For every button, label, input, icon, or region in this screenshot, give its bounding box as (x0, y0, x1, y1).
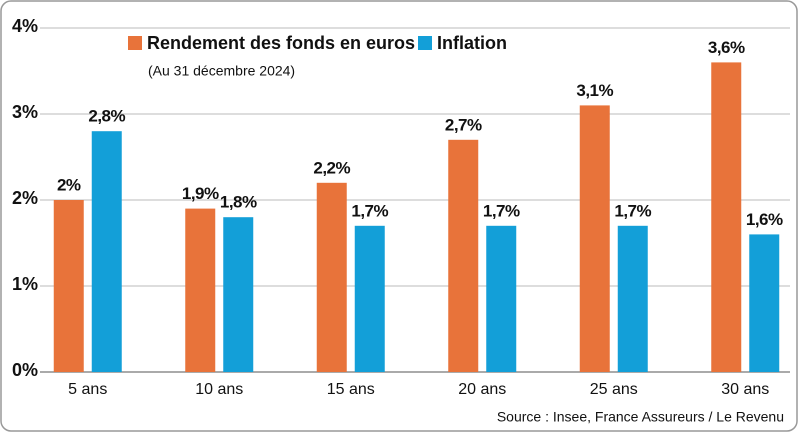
source: Source : Insee, France Assureurs / Le Re… (497, 409, 784, 425)
bar (617, 225, 648, 372)
x-tick-label: 20 ans (458, 381, 506, 398)
y-tick-label: 3% (12, 102, 38, 122)
x-tick-label: 5 ans (68, 381, 107, 398)
y-tick-label: 2% (12, 188, 38, 208)
x-tick-label: 15 ans (327, 381, 375, 398)
value-label: 3,1% (576, 81, 613, 100)
chart-subtitle: (Au 31 décembre 2024) (148, 63, 295, 79)
value-label: 1,7% (351, 201, 388, 220)
bar (486, 225, 517, 372)
bar (448, 139, 479, 372)
x-tick-label: 10 ans (195, 381, 243, 398)
legend-swatch (128, 36, 142, 50)
value-label: 3,6% (708, 38, 745, 57)
value-label: 2,8% (88, 107, 125, 126)
bar (185, 208, 216, 372)
bar (223, 217, 254, 372)
y-tick-label: 1% (12, 274, 38, 294)
y-tick-label: 4% (12, 16, 38, 36)
bar (354, 225, 385, 372)
value-label: 2% (57, 175, 81, 194)
y-tick-label: 0% (12, 360, 38, 380)
legend-label: Rendement des fonds en euros (147, 33, 415, 53)
value-label: 1,7% (614, 201, 651, 220)
value-label: 1,9% (182, 184, 219, 203)
value-label: 2,7% (445, 115, 482, 134)
bar (579, 105, 610, 373)
bar (749, 234, 780, 372)
x-tick-label: 25 ans (590, 381, 638, 398)
x-tick-label: 30 ans (721, 381, 769, 398)
legend-swatch (418, 36, 432, 50)
bar (53, 200, 84, 372)
value-label: 1,6% (746, 210, 783, 229)
value-label: 1,7% (483, 201, 520, 220)
value-label: 1,8% (220, 193, 257, 212)
bar (316, 182, 347, 372)
bar (91, 131, 122, 372)
bar (711, 62, 742, 373)
legend-label: Inflation (437, 33, 507, 53)
value-label: 2,2% (313, 158, 350, 177)
